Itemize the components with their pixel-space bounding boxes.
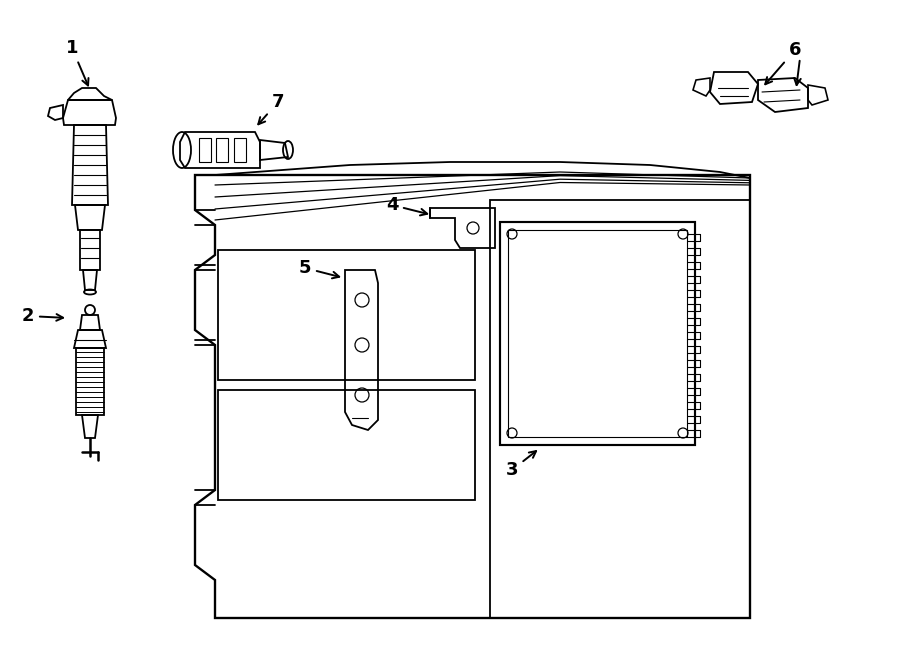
Text: 1: 1 <box>66 39 88 85</box>
Text: 4: 4 <box>386 196 427 215</box>
Text: 3: 3 <box>506 451 536 479</box>
Text: 5: 5 <box>299 259 339 278</box>
Text: 6: 6 <box>765 41 801 84</box>
Text: 7: 7 <box>258 93 284 124</box>
Text: 2: 2 <box>22 307 63 325</box>
